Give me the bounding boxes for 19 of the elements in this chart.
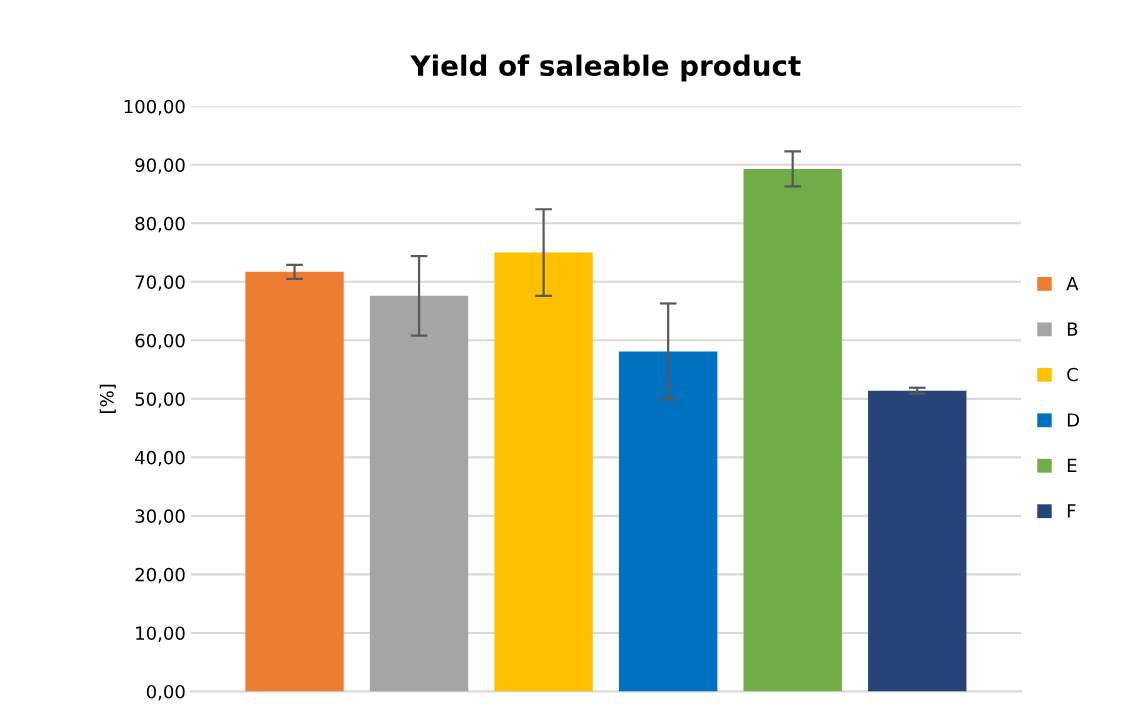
y-tick-label: 10,00	[136, 626, 185, 642]
y-tick-label: 0,00	[146, 684, 185, 701]
y-tick-label: 90,00	[135, 158, 185, 174]
legend-label: C	[1067, 367, 1078, 382]
y-tick-label: 50,00	[135, 392, 185, 408]
legend-label: B	[1067, 322, 1078, 336]
y-tick-label: 40,00	[135, 450, 185, 467]
legend-label: D	[1067, 413, 1079, 427]
y-tick-label: 30,00	[135, 509, 185, 525]
chart-title: Yield of saleable product	[410, 54, 801, 82]
y-tick-label: 100,00	[124, 99, 185, 116]
legend-label: E	[1067, 458, 1077, 473]
y-axis-title: [%]	[99, 384, 116, 413]
y-tick-label: 60,00	[135, 333, 185, 350]
legend-label: A	[1066, 277, 1079, 291]
y-tick-label: 20,00	[135, 567, 185, 584]
y-tick-label: 70,00	[135, 275, 185, 291]
y-tick-label: 80,00	[135, 216, 185, 233]
legend-label: F	[1067, 504, 1076, 518]
